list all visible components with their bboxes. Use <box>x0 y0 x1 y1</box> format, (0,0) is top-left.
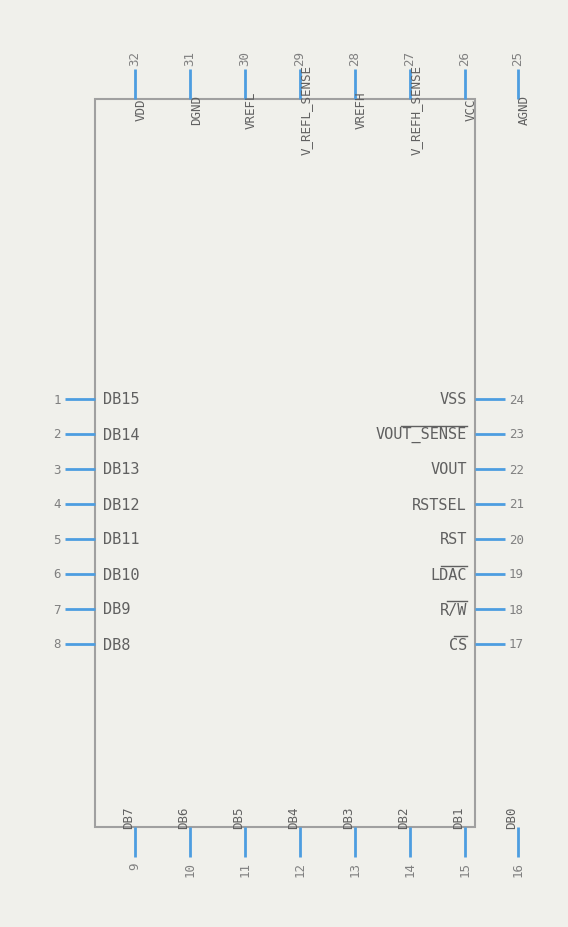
Text: 4: 4 <box>53 498 61 511</box>
Text: 23: 23 <box>509 428 524 441</box>
Text: VDD: VDD <box>135 98 148 121</box>
Text: V_REFL_SENSE: V_REFL_SENSE <box>300 65 313 155</box>
Text: 16: 16 <box>512 861 524 876</box>
Text: DB12: DB12 <box>103 497 140 512</box>
Text: DB2: DB2 <box>397 806 410 829</box>
Text: 18: 18 <box>509 603 524 616</box>
Text: 25: 25 <box>512 51 524 66</box>
Text: VREFL: VREFL <box>245 91 258 129</box>
Text: VOUT: VOUT <box>431 462 467 477</box>
Text: 12: 12 <box>294 861 307 876</box>
Text: 20: 20 <box>509 533 524 546</box>
Text: 31: 31 <box>183 51 197 66</box>
Text: 14: 14 <box>403 861 416 876</box>
Text: AGND: AGND <box>518 95 531 125</box>
Text: 32: 32 <box>128 51 141 66</box>
Text: 5: 5 <box>53 533 61 546</box>
Text: 6: 6 <box>53 568 61 581</box>
Text: 11: 11 <box>239 861 252 876</box>
Text: 2: 2 <box>53 428 61 441</box>
Text: DB14: DB14 <box>103 427 140 442</box>
Text: 15: 15 <box>458 861 471 876</box>
Text: 29: 29 <box>294 51 307 66</box>
Text: 27: 27 <box>403 51 416 66</box>
Text: RST: RST <box>440 532 467 547</box>
Text: 8: 8 <box>53 638 61 651</box>
Text: 30: 30 <box>239 51 252 66</box>
Text: 10: 10 <box>183 861 197 876</box>
Text: 19: 19 <box>509 568 524 581</box>
Text: 21: 21 <box>509 498 524 511</box>
Text: DB13: DB13 <box>103 462 140 477</box>
Text: DB9: DB9 <box>103 602 131 616</box>
Text: DB5: DB5 <box>232 806 245 829</box>
Text: 28: 28 <box>349 51 361 66</box>
Text: VCC: VCC <box>465 98 478 121</box>
Text: DB11: DB11 <box>103 532 140 547</box>
Text: 13: 13 <box>349 861 361 876</box>
Text: DB3: DB3 <box>342 806 355 829</box>
Text: 26: 26 <box>458 51 471 66</box>
Text: CS: CS <box>449 637 467 652</box>
Text: 24: 24 <box>509 393 524 406</box>
Text: DB7: DB7 <box>122 806 135 829</box>
Text: DB0: DB0 <box>505 806 518 829</box>
Text: DB8: DB8 <box>103 637 131 652</box>
Text: V_REFH_SENSE: V_REFH_SENSE <box>410 65 423 155</box>
Text: DGND: DGND <box>190 95 203 125</box>
Text: LDAC: LDAC <box>431 567 467 582</box>
Text: DB10: DB10 <box>103 567 140 582</box>
Bar <box>95 100 475 827</box>
Text: 9: 9 <box>128 861 141 869</box>
Text: VREFH: VREFH <box>355 91 368 129</box>
Text: 17: 17 <box>509 638 524 651</box>
Text: 7: 7 <box>53 603 61 616</box>
Text: DB1: DB1 <box>452 806 465 829</box>
Text: DB4: DB4 <box>287 806 300 829</box>
Text: RSTSEL: RSTSEL <box>412 497 467 512</box>
Text: 3: 3 <box>53 463 61 476</box>
Text: VOUT_SENSE: VOUT_SENSE <box>376 426 467 442</box>
Text: 22: 22 <box>509 463 524 476</box>
Text: VSS: VSS <box>440 392 467 407</box>
Text: R/W: R/W <box>440 602 467 616</box>
Text: DB6: DB6 <box>177 806 190 829</box>
Text: 1: 1 <box>53 393 61 406</box>
Text: DB15: DB15 <box>103 392 140 407</box>
